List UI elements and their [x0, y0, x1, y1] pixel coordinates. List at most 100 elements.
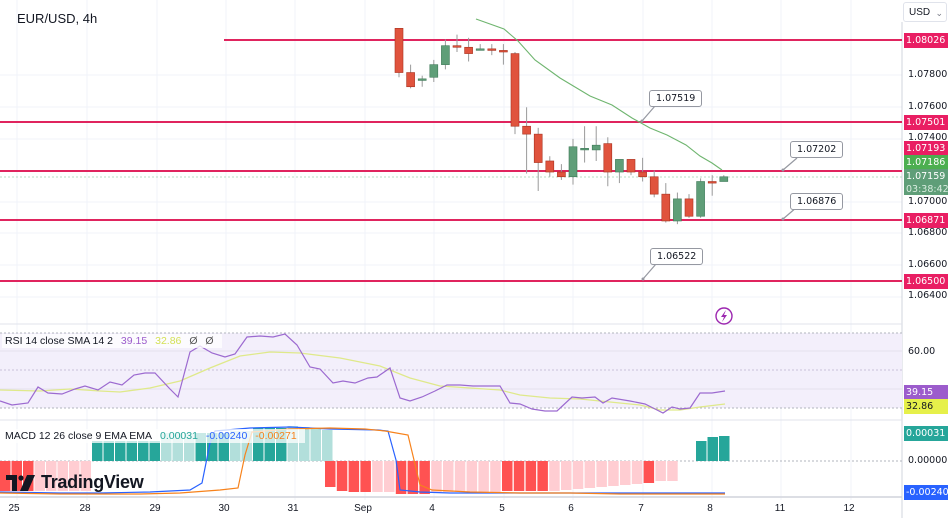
price-tag-ma: 1.07186 [904, 155, 948, 170]
time-axis-label: 11 [774, 503, 786, 514]
macd-histogram-bar [490, 461, 501, 492]
candle [441, 45, 450, 65]
macd-histogram-bar [322, 430, 333, 461]
grid-horizontal [0, 74, 902, 298]
price-axis-label: 1.06600 [908, 259, 948, 270]
candle [684, 198, 694, 217]
macd-label: MACD 12 26 close 9 EMA EMA [5, 430, 153, 442]
candle [545, 160, 555, 173]
macd-histogram-bar [443, 461, 454, 492]
price-tag-level: 1.06871 [904, 213, 948, 228]
price-tag-level: 1.08026 [904, 33, 948, 48]
macd-histogram-bar [419, 461, 430, 494]
macd-histogram-bar [57, 461, 68, 491]
macd-histogram-bar [584, 461, 596, 488]
macd-histogram-bar [454, 461, 466, 492]
candle [452, 45, 462, 48]
price-axis-label: 1.07000 [908, 196, 948, 207]
macd-histogram-bar [643, 461, 655, 483]
time-axis-label: Sep [354, 503, 372, 514]
time-axis-label: 30 [218, 503, 230, 514]
macd-histogram-bar [184, 433, 195, 461]
macd-histogram-bar [572, 461, 584, 489]
macd-histogram-bar [253, 428, 264, 461]
macd-histogram-bar [466, 461, 478, 492]
chevron-down-icon: ⌄ [935, 8, 943, 18]
macd-histogram-bar [667, 461, 678, 481]
macd-value-tag: -0.00240 [904, 485, 949, 500]
macd-histogram-bar [525, 461, 537, 491]
time-axis-label: 28 [79, 503, 91, 514]
macd-histogram-bar [299, 427, 310, 461]
macd-histogram-bar [46, 461, 57, 491]
macd-histogram-bar [360, 461, 371, 492]
candle [487, 48, 497, 51]
rsi-extra-1: Ø [189, 335, 198, 347]
macd-histogram-bar [431, 461, 442, 492]
price-tag-level: 1.07193 [904, 141, 948, 156]
macd-histogram-bar [325, 461, 336, 487]
symbol-title[interactable]: EUR/USD, 4h [17, 11, 98, 26]
time-axis-label: 25 [8, 503, 20, 514]
macd-histogram-bar [719, 436, 730, 461]
macd-histogram-bar [407, 461, 419, 494]
macd-histogram-bar [537, 461, 548, 491]
currency-label: USD [909, 7, 931, 18]
rsi-extra-2: Ø [205, 335, 214, 347]
time-axis-label: 7 [638, 503, 644, 514]
currency-selector[interactable]: USD ⌄ [903, 2, 947, 22]
price-tag-level: 1.06500 [904, 274, 948, 289]
macd-histogram-bar [707, 437, 718, 461]
candle [394, 28, 404, 73]
macd-histogram-bar [161, 433, 172, 461]
macd-histogram-bar [115, 441, 126, 461]
candle [591, 144, 601, 151]
price-callout[interactable]: 1.07519 [649, 90, 703, 107]
macd-histogram-bar [241, 431, 252, 461]
candle [568, 146, 578, 178]
candle [615, 159, 624, 173]
price-axis-label: 1.07400 [908, 132, 948, 143]
macd-signal-value: -0.00271 [255, 430, 297, 442]
tradingview-logo[interactable]: TradingView [6, 472, 144, 493]
candle [557, 171, 566, 178]
macd-zero-label: 0.00000 [908, 455, 948, 466]
macd-histogram-bar [207, 433, 218, 461]
price-axis-label: 1.06400 [908, 290, 948, 301]
price-callout[interactable]: 1.07202 [790, 141, 844, 158]
macd-histogram-bar [103, 441, 114, 461]
macd-histogram-bar [655, 461, 666, 481]
macd-histogram-bar [218, 433, 229, 461]
macd-histogram-bar [80, 461, 91, 491]
macd-histogram-bar [549, 461, 560, 491]
rsi-legend[interactable]: RSI 14 close SMA 14 2 39.15 32.86 Ø Ø [2, 334, 222, 348]
macd-signal-line [0, 427, 725, 495]
macd-histogram-bar [513, 461, 525, 491]
price-callout[interactable]: 1.06876 [790, 193, 844, 210]
candle [533, 133, 543, 163]
grid-vertical [16, 0, 852, 500]
rsi-sma-line [0, 351, 726, 411]
candle [522, 125, 531, 135]
candle [673, 198, 682, 222]
candles [394, 28, 729, 225]
macd-value: -0.00240 [205, 430, 248, 442]
rsi-sma-value: 32.86 [155, 335, 182, 347]
time-axis-label: 4 [429, 503, 435, 514]
lightning-icon[interactable] [715, 307, 733, 325]
candle [580, 148, 589, 151]
macd-legend[interactable]: MACD 12 26 close 9 EMA EMA 0.00031 -0.00… [2, 429, 305, 443]
candle [696, 181, 705, 217]
price-axis-label: 1.07600 [908, 101, 948, 112]
price-tag-level: 1.07501 [904, 115, 948, 130]
macd-histogram-bar [372, 461, 383, 492]
macd-histogram-bar [264, 428, 275, 461]
macd-histogram-bar [195, 433, 206, 461]
price-callout[interactable]: 1.06522 [650, 248, 704, 265]
macd-histogram-bar [561, 461, 572, 490]
macd-histogram-bar [310, 428, 321, 461]
rsi-sma-tag: 32.86 [904, 399, 948, 414]
macd-histogram [0, 426, 730, 494]
macd-histogram-bar [336, 461, 348, 491]
